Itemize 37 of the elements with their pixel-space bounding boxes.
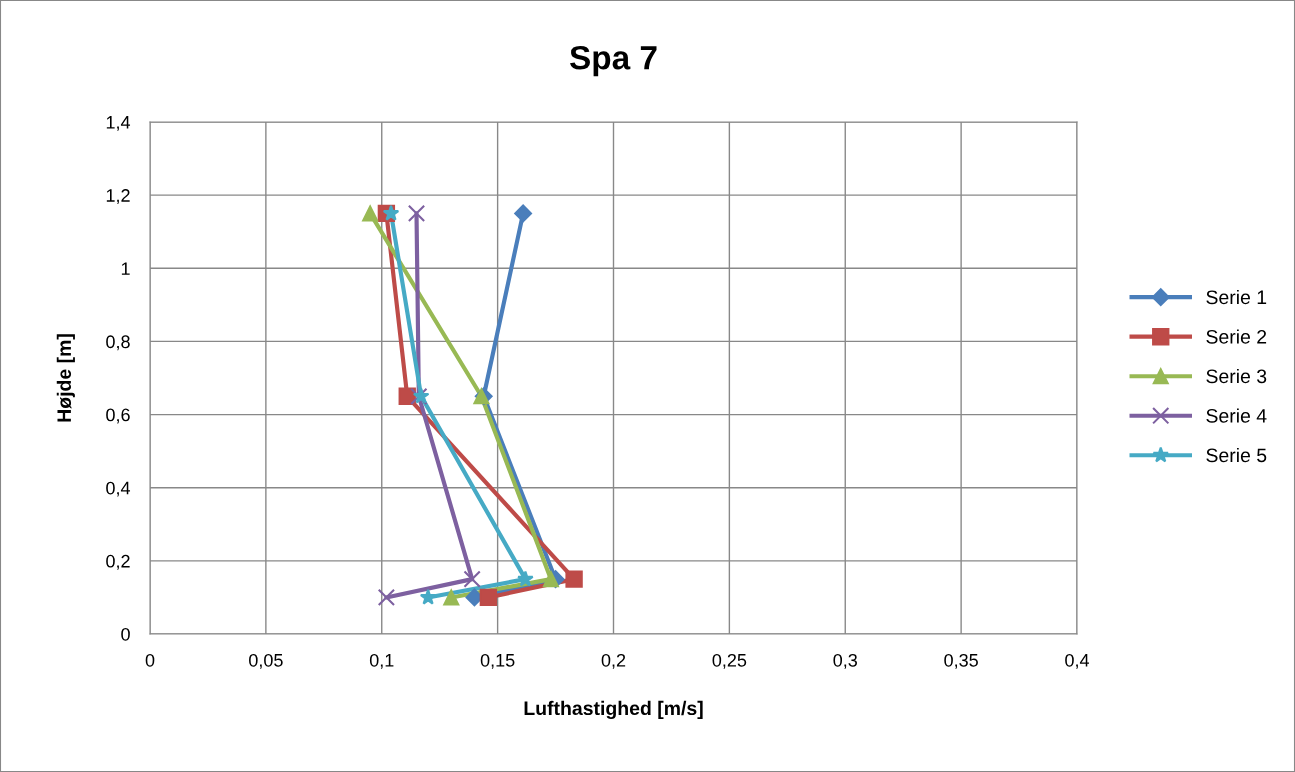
x-axis-title: Lufthastighed [m/s]	[524, 700, 703, 720]
point	[419, 588, 437, 605]
legend-label: Serie 4	[1206, 408, 1267, 423]
x-tick-label: 0,4	[1065, 653, 1090, 669]
point	[377, 588, 396, 607]
y-axis-title: Højde [m]	[56, 334, 75, 422]
point	[479, 588, 498, 607]
x-tick-label: 0,2	[601, 653, 626, 669]
legend-label: Serie 1	[1206, 289, 1267, 305]
point	[517, 570, 534, 587]
point	[514, 204, 533, 223]
y-tick-label: 0,8	[106, 335, 130, 351]
point	[382, 204, 400, 221]
x-tick-label: 0,1	[369, 653, 394, 669]
point	[542, 571, 559, 588]
legend-label: Serie 5	[1206, 447, 1267, 463]
point	[463, 570, 481, 588]
x-tick-label: 0,15	[480, 653, 515, 669]
y-tick-label: 1,4	[106, 116, 131, 131]
chart-title: Spa 7	[569, 45, 657, 77]
legend-label: Serie 2	[1206, 329, 1267, 344]
legend-label: Serie 3	[1206, 368, 1267, 384]
y-tick-label: 0,2	[106, 554, 130, 570]
y-tick-label: 0,6	[106, 408, 130, 424]
x-tick-label: 0	[145, 653, 155, 667]
point	[443, 589, 460, 606]
x-tick-label: 0,25	[712, 653, 747, 669]
point	[565, 570, 583, 588]
y-tick-label: 1,2	[106, 189, 130, 204]
x-tick-label: 0,05	[249, 653, 283, 669]
point	[362, 205, 379, 222]
y-tick-label: 0	[121, 627, 130, 641]
x-tick-label: 0,35	[944, 653, 978, 669]
y-tick-label: 1	[121, 262, 130, 275]
y-tick-label: 0,4	[106, 481, 131, 497]
x-tick-label: 0,3	[833, 653, 858, 669]
point	[407, 204, 426, 223]
